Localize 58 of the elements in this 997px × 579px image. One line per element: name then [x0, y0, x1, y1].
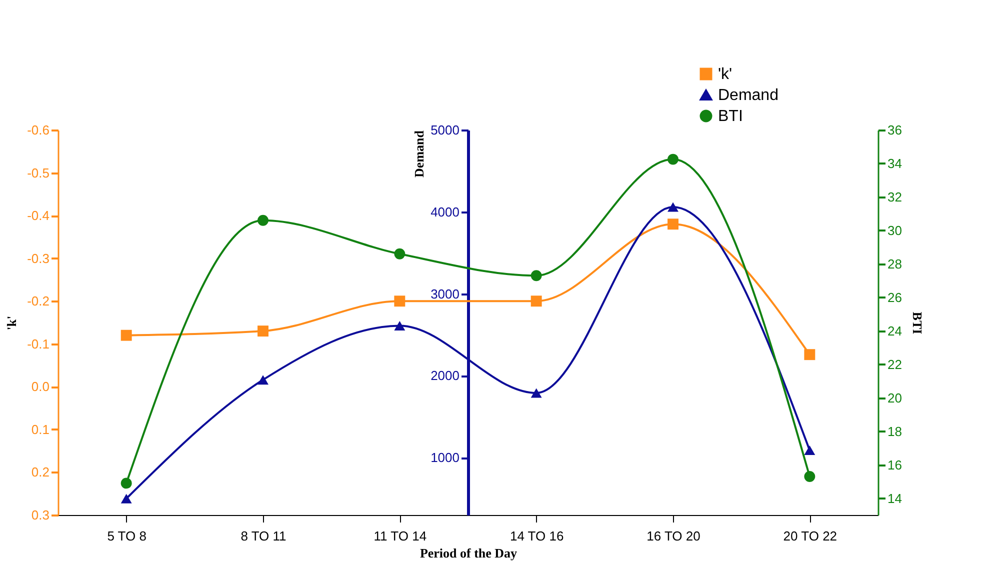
point: [668, 218, 678, 230]
y2-tick-label: 1000: [430, 450, 460, 466]
point: [258, 326, 268, 337]
y3-tick-label: 24: [888, 323, 902, 338]
x-tick-label: 14 TO 16: [510, 528, 564, 544]
y3-tick-label: 22: [888, 356, 902, 372]
y3-tick-label: 26: [888, 290, 902, 305]
point: [530, 296, 542, 307]
y3-tick-label: 20: [888, 390, 902, 406]
y-tick-label: -0.3: [27, 250, 50, 266]
y3-tick-label: 28: [888, 256, 902, 272]
x-tick-label: 20 TO 22: [783, 528, 838, 544]
y3-axis-title: BTI: [910, 312, 925, 334]
point: [120, 330, 132, 341]
point: [394, 321, 406, 331]
y3-tick-label: 34: [888, 156, 902, 171]
y2-tick-label: 3000: [430, 286, 460, 302]
y3-tick-label: 16: [888, 457, 902, 472]
y-tick-label: -0.1: [27, 336, 50, 352]
legend-label: BTI: [718, 108, 743, 125]
point: [394, 248, 406, 260]
x-axis-title: Period of the Day: [420, 546, 518, 560]
y2-tick-label: 5000: [430, 122, 460, 138]
point: [120, 494, 132, 504]
point: [394, 296, 406, 307]
y3-tick-label: 36: [888, 122, 902, 138]
point: [804, 471, 816, 482]
y2-axis-title: Demand: [412, 130, 427, 178]
legend-label: Demand: [718, 87, 778, 104]
point: [804, 349, 816, 360]
point: [804, 446, 816, 456]
point: [258, 375, 268, 385]
y-tick-label: -0.5: [27, 165, 50, 180]
point: [668, 154, 678, 165]
point: [530, 270, 542, 282]
legend-label: 'k': [718, 66, 732, 83]
y-tick-label: 0.1: [31, 422, 50, 437]
point: [530, 388, 542, 398]
y3-tick-label: 30: [888, 222, 902, 238]
y3-tick-label: 32: [888, 189, 902, 204]
y-axis-title: 'k': [4, 316, 20, 330]
y2-tick-label: 4000: [430, 204, 460, 220]
y3-tick-label: 18: [888, 424, 902, 439]
y-tick-label: -0.2: [27, 294, 50, 309]
y-tick-label: 0.3: [31, 508, 50, 522]
point: [120, 478, 132, 489]
y-tick-label: 0.0: [31, 379, 50, 394]
point: [668, 202, 678, 212]
y-tick-label: -0.4: [27, 208, 50, 224]
point: [258, 214, 268, 226]
y2-tick-label: 2000: [430, 368, 460, 384]
x-tick-label: 11 TO 14: [374, 528, 427, 544]
x-tick-label: 16 TO 20: [646, 528, 700, 544]
y-tick-label: -0.6: [27, 122, 50, 138]
x-tick-label: 8 TO 11: [240, 528, 286, 544]
y3-tick-label: 14: [888, 490, 902, 506]
y-tick-label: 0.2: [31, 464, 50, 480]
x-tick-label: 5 TO 8: [107, 528, 146, 544]
